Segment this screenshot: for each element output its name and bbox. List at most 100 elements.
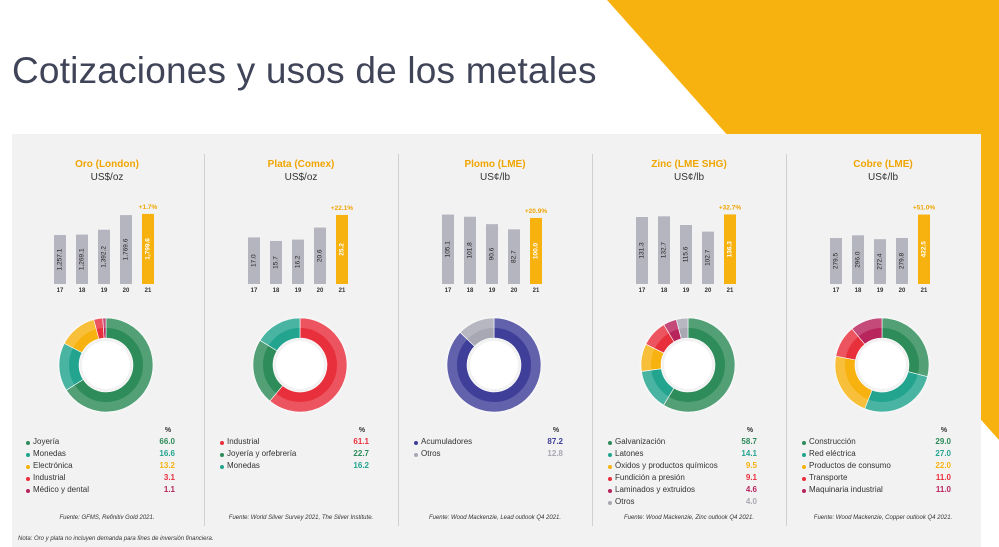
donut-hole <box>276 341 324 389</box>
legend-label: Red eléctrica <box>809 449 856 458</box>
legend-value: 27.0 <box>935 449 951 458</box>
uses-donut-chart <box>445 316 543 414</box>
legend-value: 14.1 <box>741 449 757 458</box>
bar-value-label: 136.3 <box>727 241 734 258</box>
year-tick-label: 17 <box>251 288 258 294</box>
year-tick-label: 19 <box>683 288 690 294</box>
change-label: +32.7% <box>719 204 741 211</box>
metal-column: Oro (London) US$/oz 1,257.1 17 1,269.1 18 1,39… <box>12 134 202 547</box>
uses-donut-chart <box>251 316 349 414</box>
legend-value: 58.7 <box>741 437 757 446</box>
bar-value-label: 100.0 <box>533 242 540 259</box>
bar-value-label: 132.7 <box>661 242 668 259</box>
price-bar <box>680 225 692 284</box>
bar-value-label: 296.0 <box>855 251 862 268</box>
legend-item: Otros 12.8 <box>414 449 579 461</box>
year-tick-label: 17 <box>833 288 840 294</box>
legend-value: 4.0 <box>745 497 757 506</box>
year-tick-label: 19 <box>489 288 496 294</box>
legend-swatch <box>608 501 612 505</box>
legend-item: Otros 4.0 <box>608 497 773 509</box>
year-tick-label: 17 <box>639 288 646 294</box>
bar-value-label: 20.6 <box>317 249 324 262</box>
legend-label: Óxidos y productos químicos <box>615 461 718 470</box>
uses-donut-chart <box>57 316 155 414</box>
year-tick-label: 21 <box>145 288 152 294</box>
legend-swatch <box>802 465 806 469</box>
year-tick-label: 20 <box>123 288 130 294</box>
legend-value: 4.6 <box>745 485 757 494</box>
year-tick-label: 18 <box>273 288 280 294</box>
percent-header: % <box>358 427 366 434</box>
year-tick-label: 20 <box>317 288 324 294</box>
price-bar <box>508 229 520 284</box>
legend-item: Industrial 61.1 <box>220 437 385 449</box>
legend-value: 12.8 <box>547 449 563 458</box>
legend-item: Productos de consumo 22.0 <box>802 461 967 473</box>
price-bar <box>852 235 864 284</box>
legend-swatch <box>26 477 30 481</box>
year-tick-label: 17 <box>445 288 452 294</box>
donut-highlight-ring <box>833 316 931 414</box>
price-bar <box>658 216 670 284</box>
price-bar <box>486 224 498 284</box>
bar-value-label: 279.8 <box>899 252 906 269</box>
legend-label: Galvanización <box>615 437 666 446</box>
legend-value: 9.1 <box>745 473 757 482</box>
legend-value: 61.1 <box>353 437 369 446</box>
price-bar <box>636 216 648 284</box>
donut-hole <box>664 341 712 389</box>
legend-label: Industrial <box>33 473 66 482</box>
legend-label: Electrónica <box>33 461 73 470</box>
donut-slice <box>259 317 301 352</box>
legend-swatch <box>26 489 30 493</box>
bar-value-label: 102.7 <box>705 249 712 266</box>
donut-slice <box>675 317 689 340</box>
donut-slice <box>663 317 736 413</box>
price-bar <box>442 214 454 284</box>
year-tick-label: 21 <box>727 288 734 294</box>
donut-hole <box>470 341 518 389</box>
legend-value: 29.0 <box>935 437 951 446</box>
donut-slice <box>65 317 154 413</box>
column-divider <box>204 154 205 526</box>
legend-item: Electrónica 13.2 <box>26 461 191 473</box>
bar-value-label: 1,257.1 <box>57 248 64 270</box>
legend-label: Médico y dental <box>33 485 90 494</box>
bar-value-label: 101.8 <box>467 242 474 259</box>
year-tick-label: 18 <box>661 288 668 294</box>
price-bar <box>724 214 736 284</box>
legend-swatch <box>26 441 30 445</box>
donut-highlight-ring <box>639 316 737 414</box>
bar-value-label: 82.7 <box>511 250 518 263</box>
column-divider <box>786 154 787 526</box>
legend-item: Acumuladores 87.2 <box>414 437 579 449</box>
price-bar-chart: 279.5 17 296.0 18 272.4 19 279.8 20 422.5 21 +51.0… <box>830 205 935 294</box>
price-unit: US$/oz <box>90 172 124 183</box>
legend-label: Fundición a presión <box>615 473 685 482</box>
price-bar <box>314 227 326 284</box>
price-bar-chart: 105.1 17 101.8 18 90.6 19 82.7 20 100.0 21 +20.9% <box>442 208 547 294</box>
legend-value: 16.6 <box>159 449 175 458</box>
legend-swatch <box>608 453 612 457</box>
source-note: Fuente: GFMS, Refinitiv Gold 2021. <box>59 515 155 521</box>
bar-value-label: 1,392.2 <box>101 246 108 268</box>
metal-title: Oro (London) <box>75 159 139 170</box>
year-tick-label: 18 <box>855 288 862 294</box>
footnote: Nota: Oro y plata no incluyen demanda pa… <box>18 536 214 542</box>
legend-label: Transporte <box>809 473 848 482</box>
bar-value-label: 25.2 <box>339 243 346 256</box>
metal-title: Plata (Comex) <box>267 159 335 170</box>
legend-item: Galvanización 58.7 <box>608 437 773 449</box>
change-label: +22.1% <box>331 205 353 212</box>
year-tick-label: 19 <box>101 288 108 294</box>
price-unit: US¢/lb <box>673 172 704 183</box>
year-tick-label: 18 <box>467 288 474 294</box>
legend-value: 1.1 <box>163 485 175 494</box>
price-bar <box>270 240 282 284</box>
uses-donut-chart <box>639 316 737 414</box>
legend-item: Industrial 3.1 <box>26 473 191 485</box>
price-bar <box>120 215 132 284</box>
legend-swatch <box>608 477 612 481</box>
price-unit: US¢/lb <box>867 172 898 183</box>
